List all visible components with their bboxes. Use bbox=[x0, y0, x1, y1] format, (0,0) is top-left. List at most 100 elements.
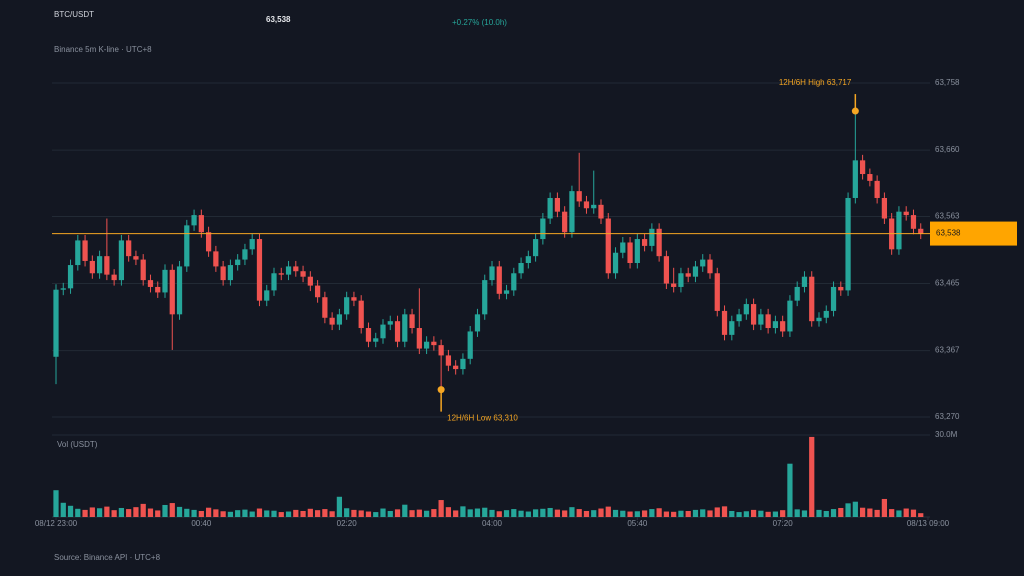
candle-body bbox=[133, 256, 139, 260]
volume-bar bbox=[823, 510, 829, 517]
volume-bar bbox=[155, 510, 161, 517]
candle-body bbox=[220, 266, 226, 281]
candle-body bbox=[671, 283, 677, 287]
volume-bar bbox=[104, 506, 110, 517]
volume-bar bbox=[859, 507, 866, 517]
annotation-marker bbox=[851, 107, 859, 115]
candle-body bbox=[830, 286, 837, 311]
candle-body bbox=[518, 263, 524, 274]
annotation-marker bbox=[437, 386, 445, 394]
last-price-box bbox=[930, 221, 1017, 246]
volume-bar bbox=[671, 511, 677, 517]
candle-body bbox=[620, 242, 626, 253]
volume-bar bbox=[423, 510, 430, 517]
candle-body bbox=[96, 256, 103, 274]
candle-body bbox=[249, 239, 255, 250]
volume-bar bbox=[482, 507, 488, 517]
source-note: Source: Binance API · UTC+8 bbox=[54, 553, 161, 562]
candle-body bbox=[60, 288, 66, 290]
candle-body bbox=[89, 260, 95, 274]
volume-bar bbox=[453, 510, 459, 517]
volume-bar bbox=[53, 490, 59, 517]
candle-body bbox=[380, 324, 386, 339]
volume-bar bbox=[380, 508, 386, 517]
candle-body bbox=[525, 256, 531, 264]
candle-body bbox=[809, 276, 815, 322]
candle-body bbox=[554, 197, 561, 212]
volume-bar bbox=[918, 513, 924, 517]
y-tick-label: 63,758 bbox=[935, 78, 960, 87]
candle-body bbox=[736, 314, 742, 322]
volume-bar bbox=[358, 510, 364, 517]
candle-body bbox=[547, 197, 553, 219]
candle-body bbox=[591, 204, 597, 209]
volume-bar bbox=[111, 510, 117, 517]
volume-bar bbox=[162, 504, 168, 517]
candle-body bbox=[583, 201, 590, 209]
candle-body bbox=[264, 290, 270, 301]
volume-bar bbox=[896, 510, 902, 517]
volume-bar bbox=[198, 510, 204, 517]
candle-body bbox=[867, 174, 873, 181]
candle-body bbox=[859, 160, 866, 175]
candle-body bbox=[663, 256, 670, 284]
x-tick-label: 04:00 bbox=[482, 519, 503, 528]
candle-body bbox=[387, 321, 393, 325]
volume-bar bbox=[460, 506, 466, 517]
volume-bar bbox=[634, 511, 640, 517]
price-change: +0.27% (10.0h) bbox=[452, 18, 507, 27]
volume-bar bbox=[242, 509, 248, 517]
candle-body bbox=[329, 317, 335, 325]
candle-body bbox=[540, 218, 546, 240]
y-tick-label: 63,563 bbox=[935, 212, 960, 221]
x-tick-label: 05:40 bbox=[627, 519, 648, 528]
chart-title: BTC/USDT bbox=[54, 10, 94, 19]
volume-bar bbox=[547, 507, 553, 517]
volume-bar bbox=[612, 509, 619, 517]
volume-bar bbox=[445, 507, 452, 517]
volume-bar bbox=[801, 510, 808, 517]
candle-body bbox=[373, 338, 379, 342]
candle-body bbox=[845, 197, 851, 291]
candle-body bbox=[641, 239, 648, 246]
volume-bar bbox=[503, 510, 510, 517]
volume-bar bbox=[133, 507, 139, 517]
candle-body bbox=[162, 269, 168, 293]
volume-bar bbox=[394, 509, 401, 517]
candle-body bbox=[416, 328, 422, 349]
volume-bar bbox=[540, 508, 546, 517]
last-price: 63,538 bbox=[266, 15, 291, 24]
volume-bar bbox=[329, 511, 335, 517]
volume-bar bbox=[344, 508, 350, 517]
volume-bar bbox=[409, 510, 415, 517]
candle-body bbox=[423, 341, 430, 349]
volume-bar bbox=[881, 498, 888, 517]
candle-body bbox=[852, 160, 858, 198]
candle-body bbox=[322, 297, 328, 318]
candle-body bbox=[656, 228, 662, 257]
volume-bar bbox=[205, 507, 212, 517]
volume-bar bbox=[169, 503, 175, 517]
volume-bar bbox=[554, 509, 561, 517]
volume-bar bbox=[583, 510, 590, 517]
candle-body bbox=[300, 271, 306, 277]
candle-body bbox=[794, 286, 800, 301]
volume-bar bbox=[765, 511, 771, 517]
volume-bar bbox=[496, 511, 502, 517]
candle-body bbox=[336, 314, 343, 325]
candle-body bbox=[678, 273, 684, 287]
x-tick-label: 02:20 bbox=[337, 519, 358, 528]
candle-body bbox=[612, 252, 619, 274]
volume-bar bbox=[314, 510, 321, 517]
candle-body bbox=[242, 249, 248, 260]
volume-bar bbox=[213, 509, 219, 517]
volume-bar bbox=[903, 508, 909, 517]
volume-bar bbox=[96, 508, 103, 517]
candle-body bbox=[104, 256, 110, 275]
candle-body bbox=[772, 321, 779, 329]
candle-body bbox=[634, 239, 640, 264]
candle-body bbox=[394, 321, 401, 342]
volume-bar bbox=[620, 510, 626, 517]
candle-body bbox=[838, 286, 844, 291]
